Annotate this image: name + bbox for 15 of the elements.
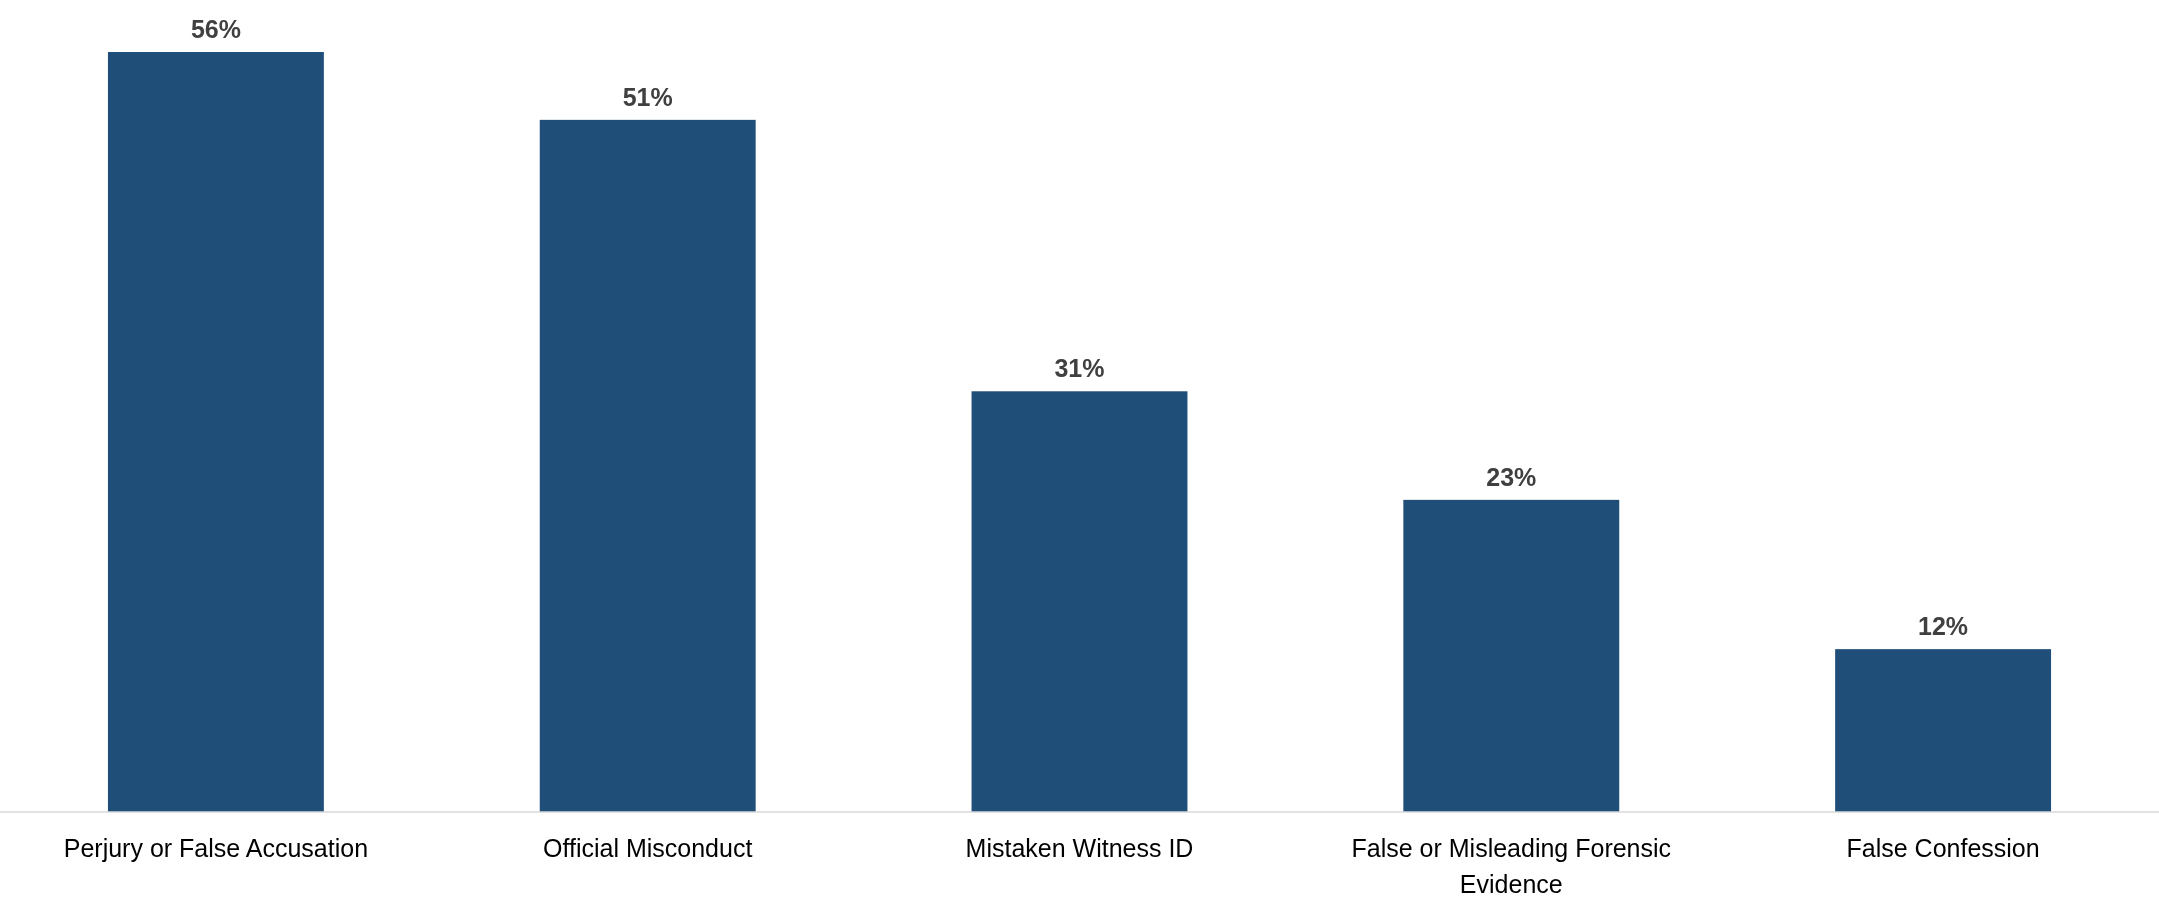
data-label: 51% [622,82,673,111]
bar [539,119,756,812]
x-tick-label: False Confession [1846,834,2040,862]
bar [1835,649,2052,812]
x-tick-label: Mistaken Witness ID [965,834,1194,862]
bar [107,52,324,812]
data-label: 31% [1054,354,1105,383]
x-tick-label: False or Misleading Forensic Evidence [1351,834,1672,898]
x-tick-label: Official Misconduct [543,834,753,862]
data-label: 56% [190,15,241,43]
data-label: 23% [1486,462,1537,491]
bar [971,391,1188,812]
data-label: 12% [1918,612,1969,641]
bar [1403,499,1620,812]
x-tick-label: Perjury or False Accusation [63,834,369,862]
